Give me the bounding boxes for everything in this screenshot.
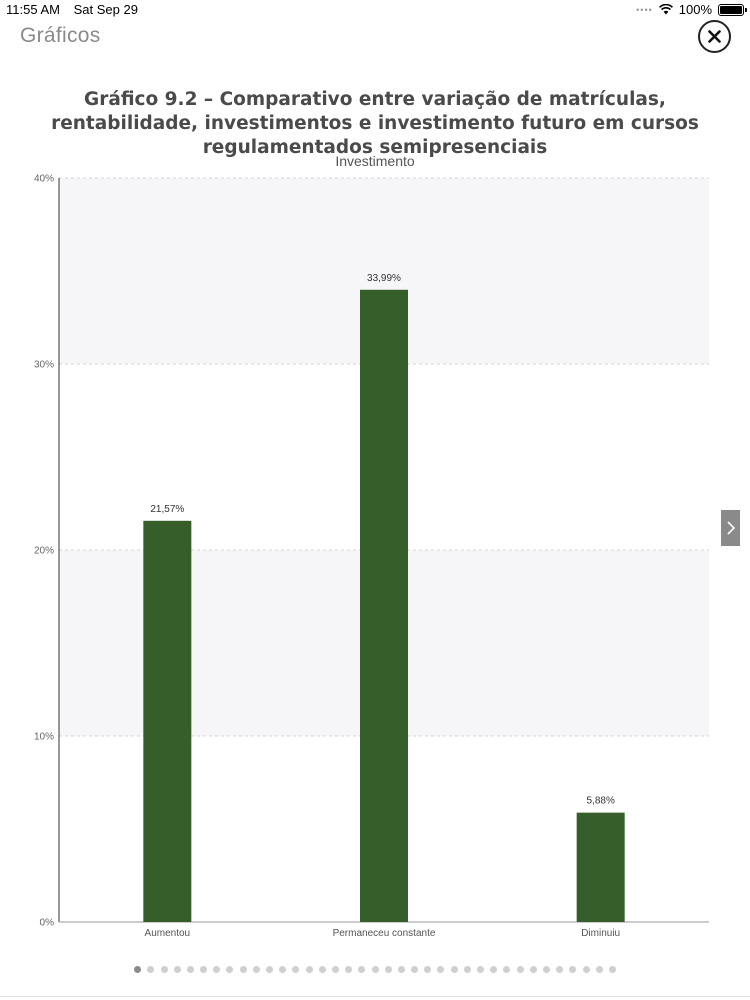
page-dot[interactable] [213,966,221,973]
page-dot[interactable] [595,966,603,973]
page-dot[interactable] [411,966,419,973]
page-dot[interactable] [450,966,458,973]
page-dot[interactable] [569,966,577,973]
chart-title-line: Gráfico 9.2 – Comparativo entre variação… [84,89,666,110]
page-dot[interactable] [608,966,616,973]
signal-icon: •••• [636,4,653,15]
page-dot[interactable] [516,966,524,973]
data-label: 33,99% [367,273,401,284]
page-dot[interactable] [477,966,484,973]
x-category-label: Permaneceu constante [333,928,436,939]
page-dot[interactable] [503,966,511,973]
bar [143,520,192,922]
page-dot[interactable] [160,966,168,973]
y-tick-label: 10% [34,732,54,743]
page-dot[interactable] [529,966,537,973]
page-dot[interactable] [345,966,353,973]
y-tick-label: 20% [34,546,54,557]
chart-title-line: rentabilidade, investimentos e investime… [51,113,699,134]
page-dot[interactable] [252,966,260,973]
page-dot[interactable] [147,966,155,973]
page-dot[interactable] [134,966,142,973]
chart-subtitle: Investimento [335,153,415,169]
close-icon [708,30,721,43]
page-dot[interactable] [331,966,339,973]
page-dot[interactable] [556,966,564,973]
page-dot[interactable] [186,966,194,973]
page-dot[interactable] [292,966,300,973]
bar [576,812,625,922]
chevron-right-icon [726,521,735,535]
page-dot[interactable] [437,966,445,973]
page-dot[interactable] [582,966,590,973]
x-category-label: Aumentou [145,928,191,939]
y-tick-label: 0% [40,918,55,929]
y-tick-label: 30% [34,360,54,371]
page-dot[interactable] [239,966,247,973]
y-tick-label: 40% [34,174,54,185]
plot-band [59,550,709,736]
page-dot[interactable] [318,966,326,973]
bottom-divider [0,996,750,997]
next-chart-button[interactable] [721,510,740,546]
page-dot[interactable] [305,966,313,973]
app-title: Gráficos [20,24,101,47]
battery-icon [718,3,747,16]
page-dot[interactable] [397,966,405,973]
page-dot[interactable] [200,966,208,973]
chart-title: Gráfico 9.2 – Comparativo entre variação… [40,88,710,160]
page-indicator [0,966,750,976]
page-dot[interactable] [358,966,366,973]
page-dot[interactable] [226,966,234,973]
x-category-label: Diminuiu [581,928,620,939]
chart-title-line: regulamentados semipresenciais [202,137,548,158]
page-dot[interactable] [279,966,287,973]
wifi-icon [658,4,673,15]
status-time: 11:55 AM [6,2,60,17]
page-dot[interactable] [371,966,379,973]
data-label: 21,57% [150,504,184,515]
page-dot[interactable] [542,966,550,973]
page-dot[interactable] [384,966,392,973]
battery-percent: 100% [678,2,712,17]
bar [360,289,408,922]
plot-band [59,178,709,364]
page-dot[interactable] [424,966,432,973]
page-dot[interactable] [490,966,498,973]
page-dot[interactable] [266,966,273,973]
close-button[interactable] [698,20,731,53]
status-bar: 11:55 AM Sat Sep 29 •••• 100% [0,0,750,20]
data-label: 5,88% [586,796,614,807]
page-dot[interactable] [463,966,471,973]
page-dot[interactable] [173,966,181,973]
status-date: Sat Sep 29 [73,2,138,17]
